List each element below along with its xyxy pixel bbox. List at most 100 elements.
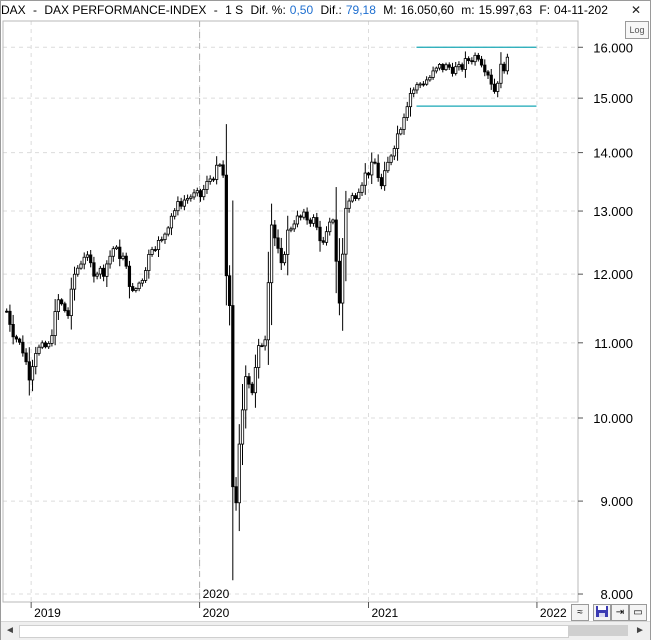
candle-body: [412, 89, 416, 94]
y-tick-label: 13.000: [593, 204, 633, 219]
candle-body: [295, 215, 300, 225]
candle-body: [460, 64, 464, 70]
candle-body: [153, 249, 157, 251]
candle-body: [234, 486, 238, 504]
candle-body: [302, 211, 306, 218]
candle-body: [350, 195, 354, 202]
candle-body: [454, 66, 458, 74]
candle-body: [53, 311, 57, 337]
candle-body: [143, 270, 148, 281]
candle-body: [418, 83, 422, 86]
candle-body: [328, 221, 332, 233]
candle-body: [221, 164, 225, 176]
candle-body: [499, 63, 503, 84]
scroll-thumb[interactable]: [568, 625, 628, 636]
candle-body: [211, 178, 216, 181]
scroll-track[interactable]: [19, 625, 569, 638]
candle-body: [311, 217, 316, 224]
candle-body: [166, 227, 170, 235]
candle-body: [163, 233, 167, 240]
y-tick-label: 8.000: [600, 587, 633, 602]
candle-body: [63, 303, 67, 311]
dif-value: 79,18: [345, 3, 376, 17]
log-scale-button[interactable]: Log: [625, 21, 649, 39]
candle-body: [237, 443, 241, 504]
save-button[interactable]: [593, 604, 611, 621]
candle-body: [140, 280, 144, 284]
x-tick-label: 2020: [203, 606, 230, 620]
candle-body: [218, 164, 222, 167]
chart-title-bar: DAX - DAX PERFORMANCE-INDEX - 1 S Dif. %…: [1, 1, 623, 19]
candle-body: [134, 288, 138, 291]
candle-body: [60, 299, 64, 305]
candle-body: [389, 155, 393, 163]
candle-body: [431, 70, 435, 78]
close-button[interactable]: ✕: [630, 3, 642, 17]
candle-body: [502, 63, 506, 72]
candle-body: [72, 273, 77, 290]
max-label: M:: [383, 3, 397, 17]
compare-tool-button[interactable]: ≈: [571, 604, 589, 621]
window-layout-button[interactable]: ▭: [629, 604, 647, 621]
candle-body: [5, 310, 9, 313]
candle-body: [76, 267, 80, 275]
candle-body: [205, 181, 209, 190]
candle-body: [344, 207, 348, 255]
candle-body: [383, 170, 387, 187]
candle-body: [111, 248, 115, 257]
candle-body: [467, 58, 471, 62]
candle-body: [269, 224, 274, 284]
candle-body: [18, 338, 22, 343]
candle-body: [496, 82, 500, 92]
candle-body: [470, 60, 474, 63]
candle-body: [11, 324, 15, 338]
candle-body: [263, 339, 267, 347]
horizontal-scrollbar: ◄ ►: [1, 621, 650, 640]
candle-body: [30, 366, 35, 381]
candle-body: [50, 335, 54, 344]
candle-body: [402, 117, 406, 130]
scroll-right-button[interactable]: ►: [635, 625, 645, 636]
candle-body: [160, 239, 164, 241]
scroll-left-button[interactable]: ◄: [5, 625, 15, 636]
candle-body: [69, 288, 73, 317]
candle-body: [434, 67, 438, 72]
candle-body: [260, 345, 264, 348]
candle-body: [114, 246, 119, 250]
candle-body: [89, 254, 93, 264]
candle-body: [315, 217, 319, 228]
candle-body: [324, 231, 329, 243]
align-right-button[interactable]: ⇥: [611, 604, 629, 621]
date-label: F:: [539, 3, 551, 17]
candle-body: [483, 64, 487, 73]
grid-layer: [3, 21, 578, 602]
candle-body: [182, 199, 186, 207]
candle-body: [85, 254, 90, 258]
candle-body: [227, 275, 232, 306]
candle-body: [14, 336, 18, 340]
title-separator: -: [33, 3, 38, 17]
x-tick-label: 2021: [371, 606, 398, 620]
candle-body: [395, 133, 400, 149]
min-value: 15.997,63: [478, 3, 533, 17]
candle-body: [56, 299, 60, 312]
candle-body: [337, 260, 342, 304]
candle-body: [392, 148, 396, 157]
axes-layer: 8.000 9.000 10.000 11.000 12.000 13.000 14.000…: [2, 20, 633, 620]
candle-body: [286, 229, 290, 255]
candle-body: [379, 177, 384, 187]
candle-body: [208, 178, 212, 182]
candle-body: [299, 215, 303, 218]
candle-body: [37, 346, 41, 354]
period-label: 1 S: [225, 3, 244, 17]
candle-body: [405, 106, 409, 118]
candles-layer: [5, 51, 509, 581]
candle-body: [308, 219, 312, 224]
candle-body: [479, 58, 484, 66]
candle-body: [447, 64, 451, 68]
dif-label: Dif.:: [320, 3, 342, 17]
x-tick-label: 2019: [34, 606, 61, 620]
candle-body: [173, 210, 177, 217]
candle-body: [292, 223, 296, 230]
candle-body: [150, 249, 154, 255]
